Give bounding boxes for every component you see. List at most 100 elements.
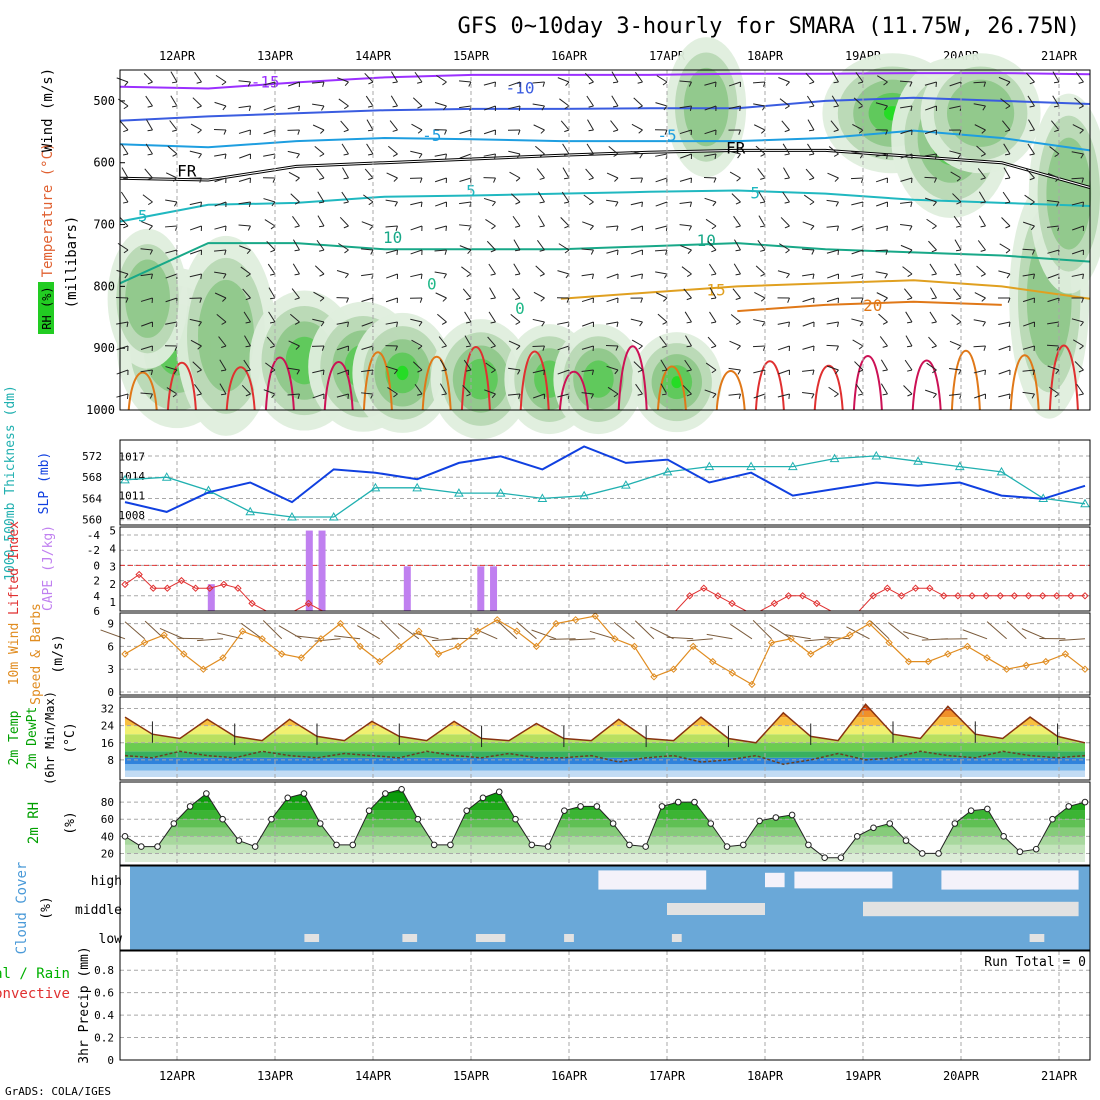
wind-barb-flag [883,297,888,302]
wind-barb-flag [809,153,815,156]
wind-barb-10m [196,638,223,642]
wind-barb [1022,369,1035,372]
li-marker [770,599,779,608]
wind-barb-flag [932,201,937,207]
contour-label: 0 [427,274,437,293]
wind-barb-flag [490,249,496,253]
thickness-marker [913,456,923,465]
wind-barb-flag [199,297,202,303]
rh-marker [495,788,503,796]
wind-barb-flag [147,81,153,85]
wind-barb [459,245,472,251]
wind-barb [1075,72,1084,83]
wind-barb-flag [688,225,692,231]
rh-marker [805,841,812,849]
pressure-tick: 500 [93,94,115,108]
wind-barb-flag [637,369,643,373]
wind-barb-10m [804,638,831,642]
wind-barb-flag [661,393,668,396]
wind-speed-marker [807,650,815,658]
wind-barb [291,288,300,299]
wind-barb-flag [246,273,251,278]
wind-barb [807,119,815,131]
wind-barb [145,95,153,107]
rh-marker [935,850,942,857]
rh-band [125,789,1085,794]
wind-barb [851,249,864,255]
wind-barb-flag [808,129,815,132]
wind-barb-flag [516,153,521,159]
thickness-frame [119,439,1091,526]
wind-barb-flag [271,201,276,207]
wind-barb-flag [637,105,643,109]
wind-barb [783,167,790,179]
wind-barb-flag [1008,321,1011,328]
precip-tick: 0.4 [94,1009,114,1022]
wind-barb-flag [1081,177,1084,183]
wind-barb-flag [884,105,888,111]
wind-barb [905,311,913,323]
wind-barb [464,311,472,323]
wind-barb [974,124,986,131]
wind-barb [802,369,815,372]
wind-barb-flag [150,273,153,279]
wind-barb [998,393,1011,398]
wind-barb-flag [613,393,619,398]
wind-barb [681,266,692,275]
wind-barb-10m [730,623,753,640]
wind-barb [827,172,839,179]
slp-tick: 1008 [119,509,146,522]
wind-barb-flag [322,369,325,376]
wind-speed-marker [513,627,521,635]
li-marker [940,592,948,600]
wind-barb [121,143,129,155]
wind-barb [312,318,325,323]
wind-barb-flag [956,297,962,301]
wind-barb [657,313,668,323]
wind-barb [336,345,349,351]
wind-barb-flag [515,321,521,325]
wind-barb [903,385,913,395]
wind-barb [143,73,153,83]
wind-barb [459,129,472,134]
rh-marker [528,841,536,849]
wind-barb [164,225,178,228]
wind-barb [361,321,374,327]
wind-speed-marker [826,638,835,647]
wind-barb [435,201,447,207]
precip-tick: 0.6 [94,987,114,1000]
wind-barb [316,239,325,251]
wind-barb [434,225,447,230]
wind-barb [116,77,129,83]
wind-barb [508,367,521,371]
wind-barb [728,367,741,371]
wind-barb [876,201,888,207]
li-marker [220,580,228,589]
wind-barb-flag [686,393,692,397]
wind-barb [730,314,741,323]
wind-speed-marker [904,657,913,666]
wind-barb-flag [932,225,937,230]
thickness-marker [245,506,256,516]
wind-barb-flag [565,81,570,87]
wind-barb [680,245,692,251]
wind-barb [703,176,717,179]
cape-bar [477,566,485,611]
cape-bar [318,530,326,611]
wind-barb-flag [885,249,888,255]
li-marker [177,576,186,585]
wind-barb [830,120,839,131]
wind-barb [140,273,153,277]
wind-barb [1022,273,1035,277]
wind-barb [998,345,1011,351]
li-marker [1024,592,1033,600]
wind-barb-flag [220,393,227,396]
wind-barb [312,393,325,399]
rh-marker [772,814,780,821]
li-marker [205,584,214,592]
wind-barb-flag [368,201,374,206]
wind-barb [192,97,202,107]
wind-barb [679,201,692,205]
wind-barb [708,263,717,275]
